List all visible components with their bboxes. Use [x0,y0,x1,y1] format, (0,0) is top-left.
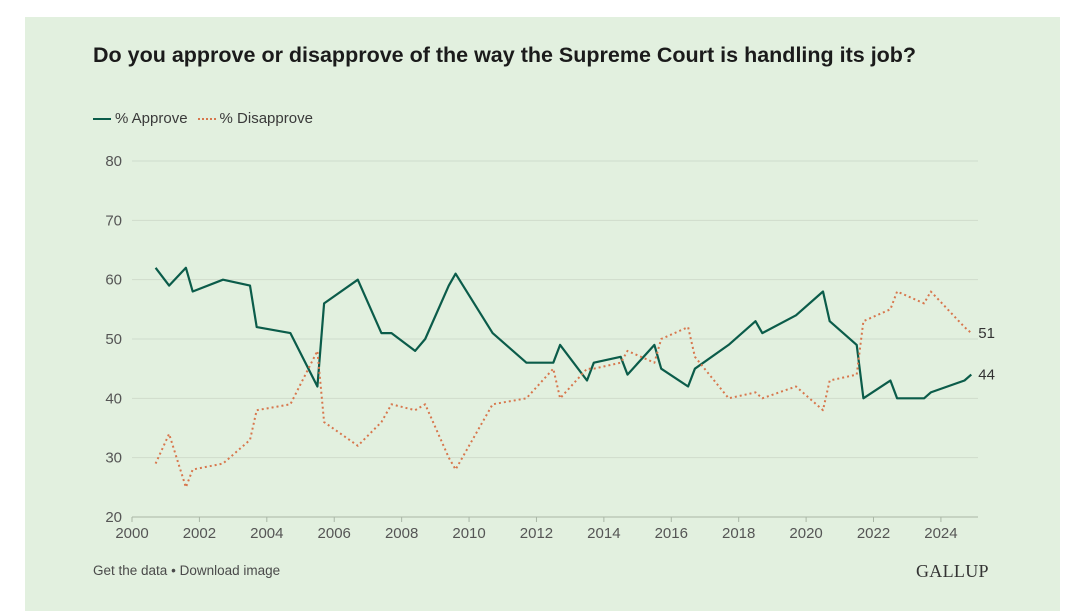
x-tick-label-2000: 2000 [115,525,148,542]
x-tick-label-2012: 2012 [520,525,553,542]
legend-item-disapprove: % Disapprove [197,110,313,127]
chart-legend: % Approve % Disapprove [93,110,323,127]
x-tick-label-2010: 2010 [452,525,485,542]
legend-swatch-disapprove [197,117,216,120]
series-line-approve [154,266,973,400]
y-tick-label-40: 40 [105,390,122,407]
gallup-logo: GALLUP [916,561,989,581]
end-label-approve: 44 [978,367,995,384]
y-tick-label-50: 50 [105,331,122,348]
chart-title: Do you approve or disapprove of the way … [93,43,917,67]
y-tick-label-70: 70 [105,212,122,229]
y-tick-label-80: 80 [105,153,122,170]
x-tick-label-2022: 2022 [857,525,890,542]
x-tick-label-2002: 2002 [183,525,216,542]
legend-label-disapprove: % Disapprove [219,110,313,127]
legend-item-approve: % Approve [93,110,188,127]
chart-card: Do you approve or disapprove of the way … [25,17,1060,611]
x-tick-label-2004: 2004 [250,525,283,542]
x-tick-label-2016: 2016 [655,525,688,542]
download-image-link[interactable]: Download image [179,563,281,578]
y-tick-label-30: 30 [105,450,122,467]
x-tick-label-2006: 2006 [318,525,351,542]
footer-separator: • [171,563,176,578]
x-tick-label-2018: 2018 [722,525,755,542]
y-tick-label-20: 20 [105,509,122,526]
x-tick-label-2020: 2020 [789,525,822,542]
x-tick-label-2024: 2024 [924,525,957,542]
get-data-link[interactable]: Get the data [93,563,168,578]
legend-label-approve: % Approve [115,110,188,127]
legend-swatch-approve [93,117,111,120]
line-chart: 20 30 40 50 60 70 80 2000 2002 2004 2006 2008 2010 20… [105,153,995,542]
y-tick-label-60: 60 [105,272,122,289]
x-tick-label-2014: 2014 [587,525,620,542]
end-label-disapprove: 51 [978,325,995,342]
x-tick-label-2008: 2008 [385,525,418,542]
footer-links: Get the data • Download image [93,563,280,578]
